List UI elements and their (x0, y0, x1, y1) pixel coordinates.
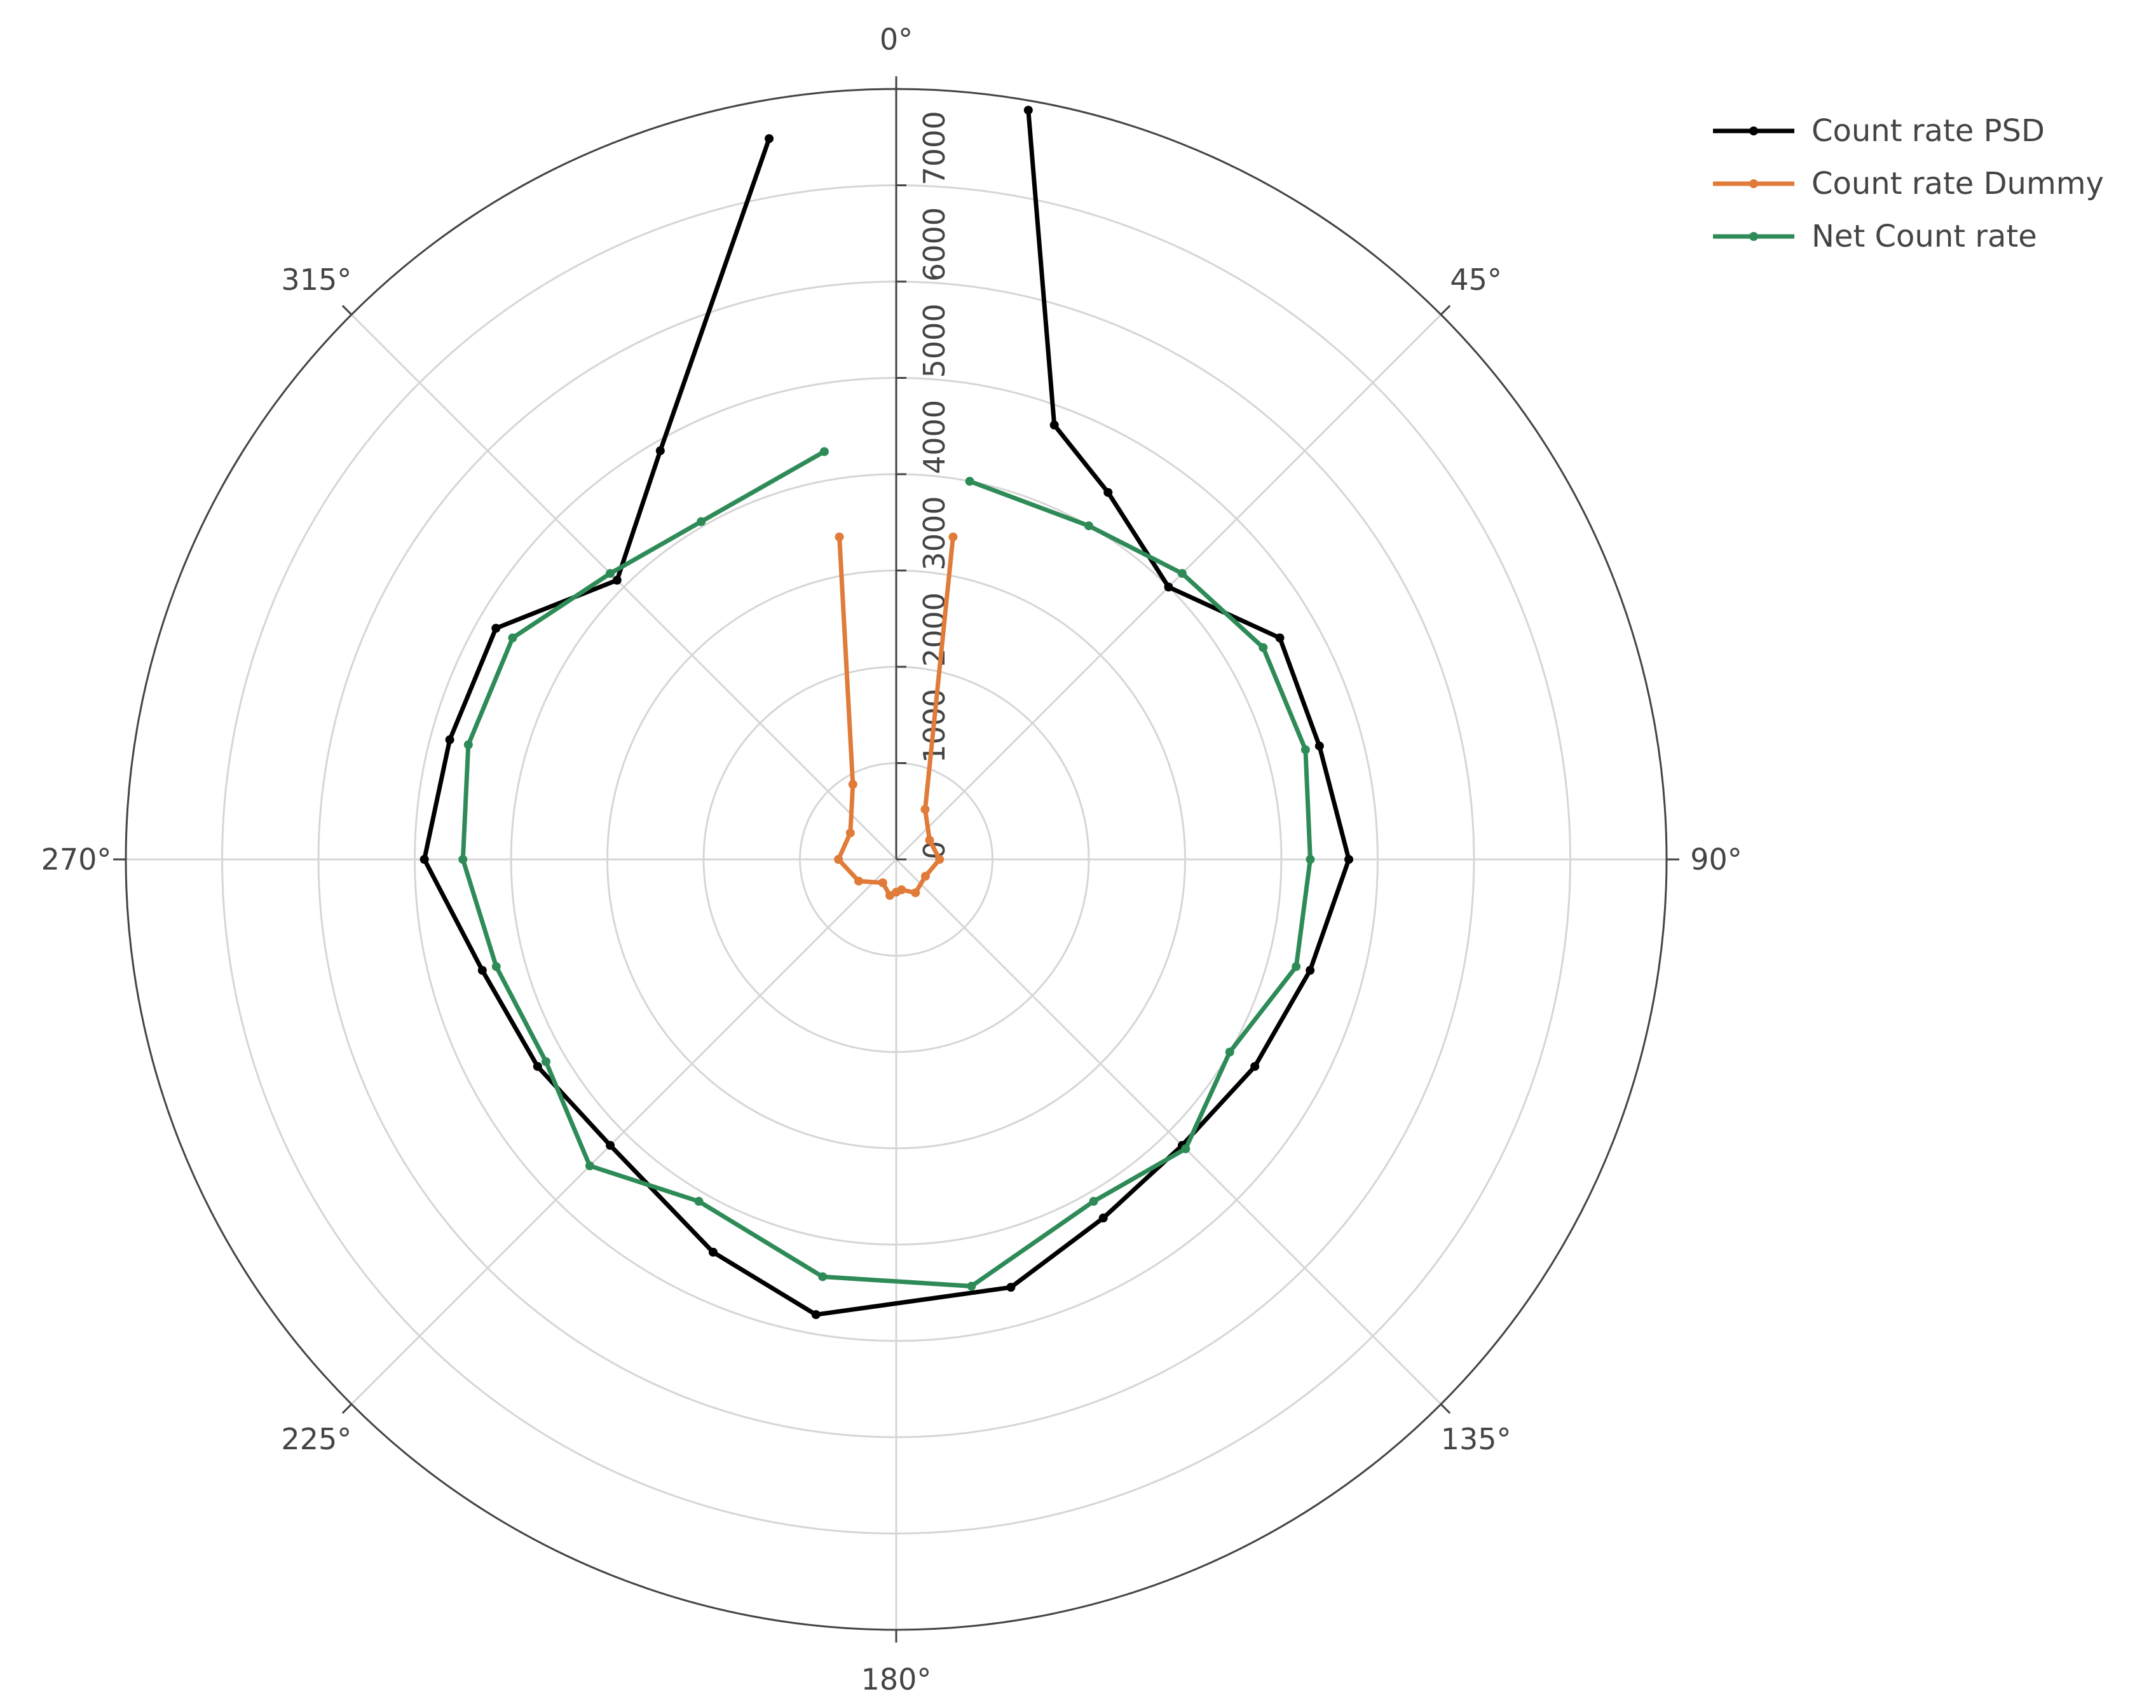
data-point (585, 1161, 594, 1171)
data-point (935, 855, 945, 864)
series-line (460, 449, 1313, 1288)
data-point (965, 477, 974, 486)
data-point (819, 447, 829, 456)
data-point (925, 835, 934, 845)
angular-tick-label: 45° (1450, 263, 1502, 297)
data-point (1259, 643, 1268, 652)
data-point (811, 1310, 821, 1320)
data-point (1049, 420, 1059, 430)
radial-tick-label: 7000 (917, 111, 952, 185)
data-point (541, 1057, 550, 1067)
data-point (491, 962, 501, 971)
radial-tick-label: 4000 (917, 400, 952, 474)
angular-tick-label: 0° (880, 22, 913, 57)
angular-tick (1440, 304, 1451, 316)
angular-tick-label: 180° (861, 1662, 932, 1697)
series-group (420, 106, 1354, 1320)
grid-spoke (350, 858, 897, 1405)
data-point (445, 735, 454, 744)
data-point (1084, 521, 1093, 531)
data-point (1103, 488, 1113, 497)
data-point (920, 805, 930, 814)
radial-tick-label: 3000 (917, 496, 952, 570)
series-count-rate-psd (420, 106, 1354, 1320)
angular-tick-label: 90° (1690, 842, 1742, 877)
radial-tick-label: 6000 (917, 207, 952, 282)
angular-tick (341, 1403, 353, 1414)
data-point (606, 569, 615, 578)
angular-tick-label: 315° (281, 263, 351, 297)
legend-label: Net Count rate (1811, 219, 2037, 254)
data-point (463, 740, 473, 749)
data-point (878, 878, 887, 887)
data-point (835, 532, 844, 542)
angular-tick-label: 270° (41, 842, 112, 877)
series-net-count-rate (458, 447, 1315, 1291)
data-point (818, 1272, 828, 1281)
data-point (1164, 582, 1173, 592)
legend-item: Count rate PSD (1713, 113, 2045, 149)
data-point (854, 877, 863, 886)
angular-tick (1440, 1403, 1451, 1414)
data-point (1314, 741, 1324, 751)
data-point (1300, 745, 1310, 755)
data-point (420, 855, 429, 864)
data-point (1098, 1213, 1108, 1223)
data-point (920, 871, 930, 881)
data-point (1089, 1196, 1098, 1206)
data-point (911, 888, 920, 898)
data-point (694, 1196, 704, 1206)
angular-tick-label: 225° (281, 1422, 351, 1456)
data-point (848, 779, 857, 789)
data-point (1023, 106, 1033, 115)
angular-tick (341, 304, 353, 316)
data-point (458, 855, 468, 864)
data-point (612, 575, 622, 585)
data-point (606, 1140, 615, 1150)
data-point (1292, 962, 1301, 971)
legend-marker (1749, 179, 1758, 188)
series-count-rate-dummy (834, 532, 958, 900)
data-point (967, 1281, 976, 1291)
legend-marker (1749, 126, 1758, 135)
data-point (1250, 1062, 1260, 1071)
data-point (477, 966, 487, 975)
data-point (1181, 1144, 1191, 1154)
legend-label: Count rate PSD (1811, 113, 2045, 149)
data-point (885, 891, 895, 900)
polar-axes: 0°45°90°135°180°225°270°315°010002000300… (41, 22, 1742, 1697)
grid-spoke (895, 858, 1442, 1405)
data-point (1006, 1283, 1016, 1292)
data-point (533, 1062, 542, 1071)
data-point (1177, 569, 1187, 578)
data-point (508, 633, 517, 643)
angular-tick-label: 135° (1441, 1422, 1511, 1456)
data-point (1306, 855, 1315, 864)
data-point (1306, 966, 1315, 975)
grid-spoke (350, 313, 897, 861)
data-point (1225, 1048, 1234, 1056)
data-point (655, 446, 665, 456)
data-point (948, 532, 958, 542)
legend-marker (1749, 232, 1758, 241)
data-point (491, 624, 501, 633)
data-point (765, 134, 774, 144)
legend: Count rate PSD Count rate Dummy Net Count … (1713, 113, 2104, 254)
data-point (1344, 855, 1354, 864)
data-point (697, 517, 706, 526)
legend-item: Count rate Dummy (1713, 166, 2104, 202)
legend-item: Net Count rate (1713, 219, 2037, 254)
data-point (708, 1247, 718, 1257)
data-point (1275, 633, 1285, 643)
data-point (845, 828, 855, 838)
legend-label: Count rate Dummy (1811, 166, 2104, 202)
data-point (834, 855, 843, 864)
radial-tick-label: 5000 (917, 303, 952, 378)
